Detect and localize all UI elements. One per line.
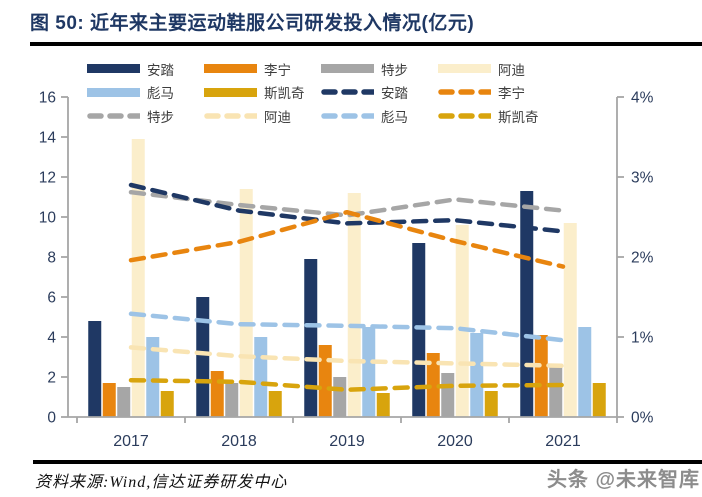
y-axis-right-label-3%: 3% [631,170,654,187]
line-adidas [128,345,566,369]
y-axis-left-label-8: 8 [47,250,56,267]
legend-label-puma-bar: 彪马 [147,86,174,102]
legend-item-xtep-dash: 特步 [87,104,204,128]
bar-xtep-2021 [549,367,563,417]
bar-anta-2017 [88,321,102,417]
line-puma [128,311,566,343]
y-axis-left-label-2: 2 [47,370,56,387]
y-axis-left-label-0: 0 [47,410,56,427]
legend-label-xtep-bar: 特步 [381,62,408,78]
x-axis-label-2017: 2017 [113,433,149,450]
legend-bar-swatch-skechers [204,87,257,97]
legend-label-adidas-bar: 阿迪 [498,62,525,78]
bar-anta-2018 [196,297,210,417]
legend-dash-swatch-skechers [438,113,491,119]
legend-label-lining-dash: 李宁 [498,86,525,102]
legend-label-adidas-dash: 阿迪 [264,109,291,125]
bar-lining-2018 [210,371,224,417]
y-axis-left-label-10: 10 [39,210,57,227]
line-lining [128,209,566,269]
legend-label-skechers-bar: 斯凯奇 [264,86,305,102]
y-axis-left-label-4: 4 [47,330,56,347]
bar-lining-2021 [534,335,548,417]
title-divider [30,42,702,46]
watermark: 头条 @未来智库 [546,469,700,491]
legend-item-skechers-bar: 斯凯奇 [204,81,321,105]
chart-legend: 安踏 李宁 特步 阿迪 彪马 斯凯奇 安踏 李宁 特步 阿迪 彪马 斯凯奇 [87,57,555,128]
bar-adidas-2019 [347,193,361,417]
legend-label-skechers-dash: 斯凯奇 [498,109,539,125]
x-axis-label-2018: 2018 [221,433,257,450]
bar-anta-2020 [412,243,426,417]
legend-bar-swatch-anta [87,64,140,74]
bar-xtep-2019 [333,377,347,417]
legend-label-anta-dash: 安踏 [381,86,408,102]
bar-puma-2020 [470,333,484,417]
line-anta [128,182,566,234]
y-axis-left-label-12: 12 [39,170,56,187]
legend-item-lining-dash: 李宁 [438,81,555,105]
bar-skechers-2018 [268,391,282,417]
y-axis-left-label-14: 14 [39,130,57,147]
bar-puma-2017 [146,337,160,417]
legend-item-anta-dash: 安踏 [321,81,438,105]
legend-label-anta-bar: 安踏 [147,62,174,78]
bar-anta-2019 [304,259,318,417]
bar-skechers-2021 [592,383,606,417]
bar-adidas-2021 [563,223,577,417]
legend-bar-swatch-puma [87,87,140,97]
bar-puma-2018 [254,337,268,417]
bar-xtep-2017 [117,387,131,417]
legend-item-lining-bar: 李宁 [204,57,321,81]
legend-dash-swatch-anta [321,89,374,95]
legend-dash-swatch-lining [438,89,491,95]
figure-title: 图 50: 近年来主要运动鞋服公司研发投入情况(亿元) [30,13,475,34]
bar-xtep-2018 [225,383,239,417]
line-skechers [128,377,566,393]
legend-dash-swatch-adidas [204,113,257,119]
bar-lining-2020 [426,353,440,417]
bar-lining-2017 [102,383,116,417]
bar-skechers-2017 [160,391,174,417]
legend-label-lining-bar: 李宁 [264,62,291,78]
y-axis-right-label-0%: 0% [631,410,654,427]
legend-bar-swatch-adidas [438,64,491,74]
legend-item-puma-dash: 彪马 [321,104,438,128]
legend-item-puma-bar: 彪马 [87,81,204,105]
x-axis-label-2020: 2020 [437,433,473,450]
bar-puma-2021 [578,327,592,417]
footer-divider [33,460,702,464]
legend-item-xtep-bar: 特步 [321,57,438,81]
legend-item-skechers-dash: 斯凯奇 [438,104,555,128]
legend-label-puma-dash: 彪马 [381,109,408,125]
bar-adidas-2018 [239,189,253,417]
legend-label-xtep-dash: 特步 [147,109,174,125]
y-axis-right-label-4%: 4% [631,90,654,107]
y-axis-right-label-1%: 1% [631,330,654,347]
legend-item-anta-bar: 安踏 [87,57,204,81]
y-axis-right-label-2%: 2% [631,250,654,267]
legend-item-adidas-dash: 阿迪 [204,104,321,128]
legend-dash-swatch-puma [321,113,374,119]
legend-bar-swatch-lining [204,64,257,74]
legend-item-adidas-bar: 阿迪 [438,57,555,81]
bar-lining-2019 [318,345,332,417]
legend-dash-swatch-xtep [87,113,140,119]
bar-puma-2019 [362,327,376,417]
y-axis-left-label-16: 16 [39,90,56,107]
y-axis-left-label-6: 6 [47,290,56,307]
source-note: 资料来源:Wind,信达证券研发中心 [35,474,288,491]
bar-anta-2021 [520,191,534,417]
legend-bar-swatch-xtep [321,64,374,74]
bar-skechers-2019 [376,393,390,417]
x-axis-label-2019: 2019 [329,433,365,450]
bar-adidas-2020 [455,225,469,417]
x-axis-label-2021: 2021 [545,433,581,450]
bar-adidas-2017 [131,139,145,417]
bar-xtep-2020 [441,373,455,417]
bar-skechers-2020 [484,391,498,417]
